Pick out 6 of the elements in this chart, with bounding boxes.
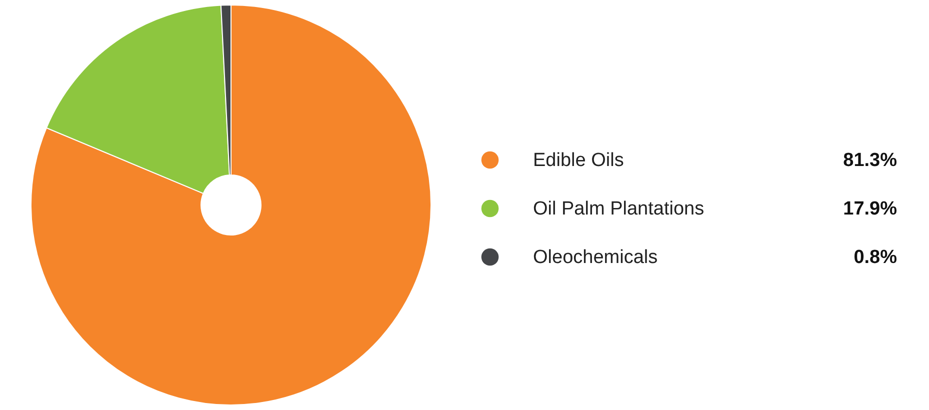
data-label: 81.3% [843,150,898,171]
legend-label: Oleochemicals [533,247,658,268]
legend-label: Edible Oils [533,150,624,171]
legend-label: Oil Palm Plantations [533,198,704,220]
data-label: 0.8% [854,247,898,268]
data-label: 17.9% [843,198,898,220]
